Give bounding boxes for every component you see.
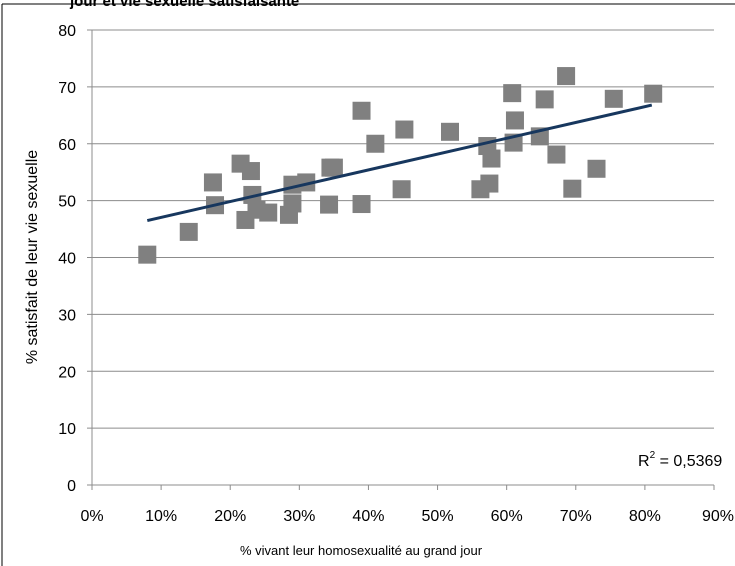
data-point bbox=[482, 149, 501, 168]
data-point bbox=[395, 120, 414, 139]
data-point bbox=[243, 185, 262, 204]
y-tick-label: 80 bbox=[58, 23, 76, 40]
y-tick-label: 50 bbox=[58, 194, 76, 211]
y-tick-label: 10 bbox=[58, 421, 76, 438]
data-point bbox=[179, 222, 198, 241]
data-point bbox=[392, 180, 411, 199]
data-point bbox=[505, 111, 524, 130]
data-point bbox=[644, 84, 663, 103]
y-tick-label: 60 bbox=[58, 137, 76, 154]
data-point bbox=[366, 134, 385, 153]
x-tick-label: 60% bbox=[491, 508, 523, 525]
r-squared-annotation: R2 = 0,5369 bbox=[638, 450, 722, 470]
y-axis-label: % satisfait de leur vie sexuelle bbox=[24, 150, 41, 364]
data-point bbox=[547, 145, 566, 164]
x-tick-labels: 0% 10% 20% 30% 40% 50% 60% 70% 80% 90% bbox=[80, 508, 734, 525]
data-point bbox=[563, 179, 582, 198]
data-points bbox=[138, 67, 663, 264]
data-point bbox=[352, 101, 371, 120]
y-tick-label: 70 bbox=[58, 80, 76, 97]
data-point bbox=[259, 203, 278, 222]
data-point bbox=[535, 90, 554, 109]
data-point bbox=[503, 84, 522, 103]
data-point bbox=[587, 159, 606, 178]
x-tick-label: 30% bbox=[283, 508, 315, 525]
y-tick-label: 0 bbox=[67, 478, 76, 495]
y-tick-labels: 0 10 20 30 40 50 60 70 80 bbox=[58, 23, 76, 495]
data-point bbox=[203, 173, 222, 192]
trendline-group bbox=[146, 103, 653, 222]
data-point bbox=[324, 158, 343, 177]
data-point bbox=[241, 162, 260, 181]
data-point bbox=[440, 122, 459, 141]
r-squared-value: = 0,5369 bbox=[655, 453, 722, 470]
data-point bbox=[320, 195, 339, 214]
x-tick-label: 80% bbox=[629, 508, 661, 525]
x-tick-label: 20% bbox=[214, 508, 246, 525]
y-tick-label: 40 bbox=[58, 251, 76, 268]
x-tick-label: 10% bbox=[145, 508, 177, 525]
x-axis-label: % vivant leur homosexualité au grand jou… bbox=[240, 543, 483, 558]
data-point bbox=[604, 89, 623, 108]
x-tick-label: 0% bbox=[80, 508, 103, 525]
data-point bbox=[352, 195, 371, 214]
r-squared-symbol: R bbox=[638, 453, 650, 470]
x-tick-label: 40% bbox=[352, 508, 384, 525]
gridlines bbox=[87, 29, 714, 486]
x-tick-label: 70% bbox=[560, 508, 592, 525]
data-point bbox=[297, 173, 316, 192]
chart-title: jour et vie sexuelle satisfaisante bbox=[69, 0, 299, 10]
data-point bbox=[557, 67, 576, 86]
x-tick-label: 90% bbox=[702, 508, 734, 525]
data-point bbox=[138, 245, 157, 264]
x-tick-label: 50% bbox=[422, 508, 454, 525]
data-point bbox=[283, 194, 302, 213]
data-point bbox=[480, 174, 499, 193]
axes bbox=[91, 30, 715, 490]
y-tick-label: 30 bbox=[58, 307, 76, 324]
y-tick-label: 20 bbox=[58, 364, 76, 381]
r-squared-superscript: 2 bbox=[650, 450, 656, 461]
trendline bbox=[146, 103, 653, 222]
